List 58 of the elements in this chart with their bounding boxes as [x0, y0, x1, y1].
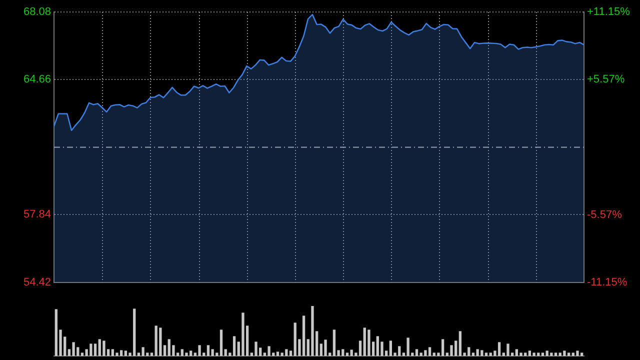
bar	[528, 350, 532, 356]
y2-tick-label: -5.57%	[587, 208, 622, 221]
bar	[546, 350, 548, 356]
bar	[368, 330, 370, 356]
y-tick-label: 68.08	[23, 6, 51, 18]
bar	[206, 345, 210, 356]
y-tick-label: 54.42	[23, 276, 51, 288]
bar	[94, 344, 97, 356]
bar	[389, 340, 392, 356]
bar	[472, 352, 475, 356]
y-tick-label: 57.84	[23, 208, 51, 221]
bar	[142, 347, 144, 356]
bar	[554, 352, 558, 356]
bar	[567, 352, 570, 356]
bar	[185, 352, 188, 356]
bar	[72, 342, 75, 356]
bar	[124, 350, 128, 356]
bar	[90, 344, 92, 356]
bar	[116, 352, 118, 356]
bar	[211, 349, 214, 356]
bar	[102, 340, 106, 356]
bar	[476, 349, 479, 356]
bar	[346, 352, 349, 356]
bar	[484, 352, 488, 356]
bar	[458, 331, 462, 356]
bar	[541, 352, 544, 356]
bar	[358, 340, 362, 356]
bar	[311, 306, 314, 356]
y2-tick-label: +5.57%	[587, 74, 625, 86]
bar	[280, 352, 284, 356]
bar	[80, 352, 84, 356]
bar	[232, 336, 236, 356]
bar	[268, 346, 270, 356]
bar	[520, 352, 522, 356]
y2-tick-label: +11.15%	[587, 6, 630, 18]
bar	[150, 352, 154, 356]
y-tick-label: 64.66	[23, 74, 51, 86]
bar	[220, 330, 223, 356]
bar	[289, 350, 292, 356]
bar	[302, 316, 306, 356]
bar	[563, 350, 566, 356]
bar	[276, 352, 280, 356]
y2-tick-label: -11.15%	[587, 276, 628, 288]
bar	[198, 345, 201, 356]
bar	[406, 338, 410, 356]
bar	[159, 328, 162, 356]
bar	[498, 342, 501, 356]
bar	[242, 312, 244, 356]
bar	[254, 342, 258, 356]
bar	[332, 330, 336, 356]
bar	[506, 344, 510, 356]
bar	[428, 347, 432, 356]
bar	[424, 350, 427, 356]
bar	[532, 352, 536, 356]
bar	[441, 339, 444, 356]
bar	[576, 350, 579, 356]
bar	[324, 340, 327, 356]
bar	[415, 349, 418, 356]
